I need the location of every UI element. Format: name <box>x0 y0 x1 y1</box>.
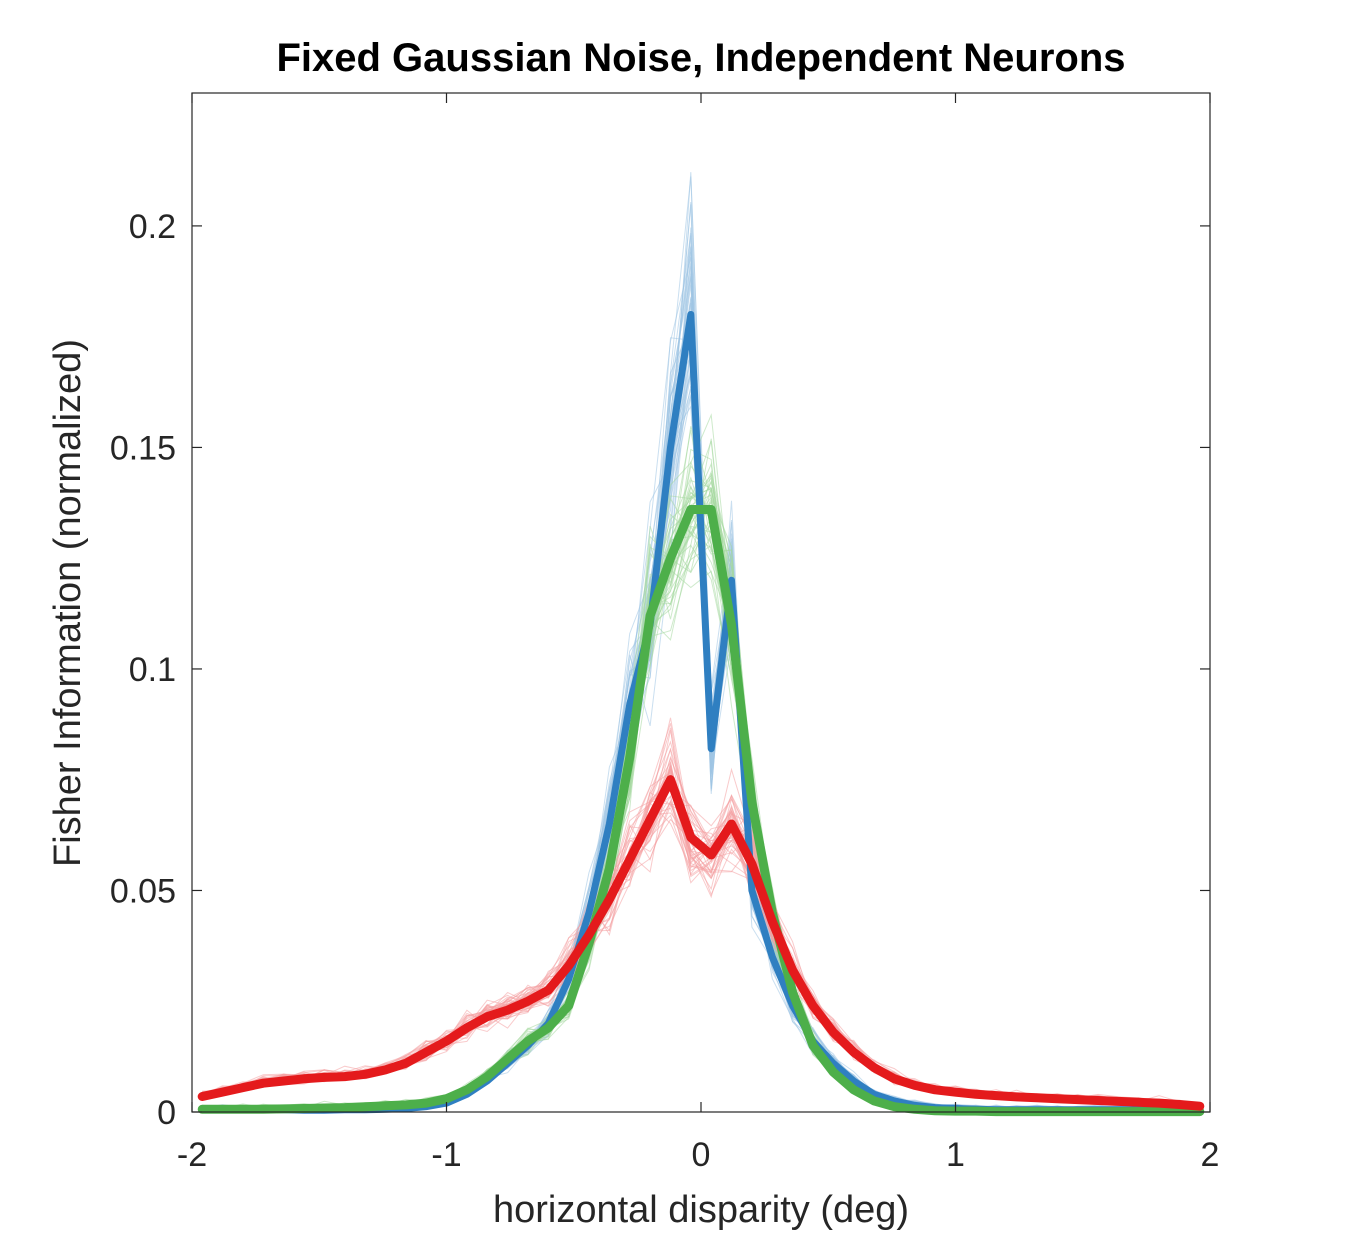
y-tick-label: 0.2 <box>129 208 176 246</box>
x-tick-label: 0 <box>692 1136 711 1174</box>
y-tick-label: 0 <box>157 1094 176 1132</box>
y-tick-label: 0.15 <box>110 429 176 467</box>
y-tick-label: 0.1 <box>129 651 176 689</box>
x-axis-label: horizontal disparity (deg) <box>493 1189 909 1231</box>
x-tick-label: -2 <box>177 1136 207 1174</box>
axis-ticks <box>191 93 1211 1113</box>
x-tick-label: 2 <box>1201 1136 1220 1174</box>
y-axis-label: Fisher Information (normalized) <box>47 339 89 867</box>
tick-labels: -2 -1 0 1 2 0 0.05 0.1 0.15 0.2 <box>110 208 1220 1174</box>
x-tick-label: -1 <box>431 1136 461 1174</box>
series-line <box>197 775 1205 1111</box>
chart-title: Fixed Gaussian Noise, Independent Neuron… <box>276 36 1125 80</box>
y-tick-label: 0.05 <box>110 872 176 910</box>
x-tick-label: 1 <box>946 1136 965 1174</box>
